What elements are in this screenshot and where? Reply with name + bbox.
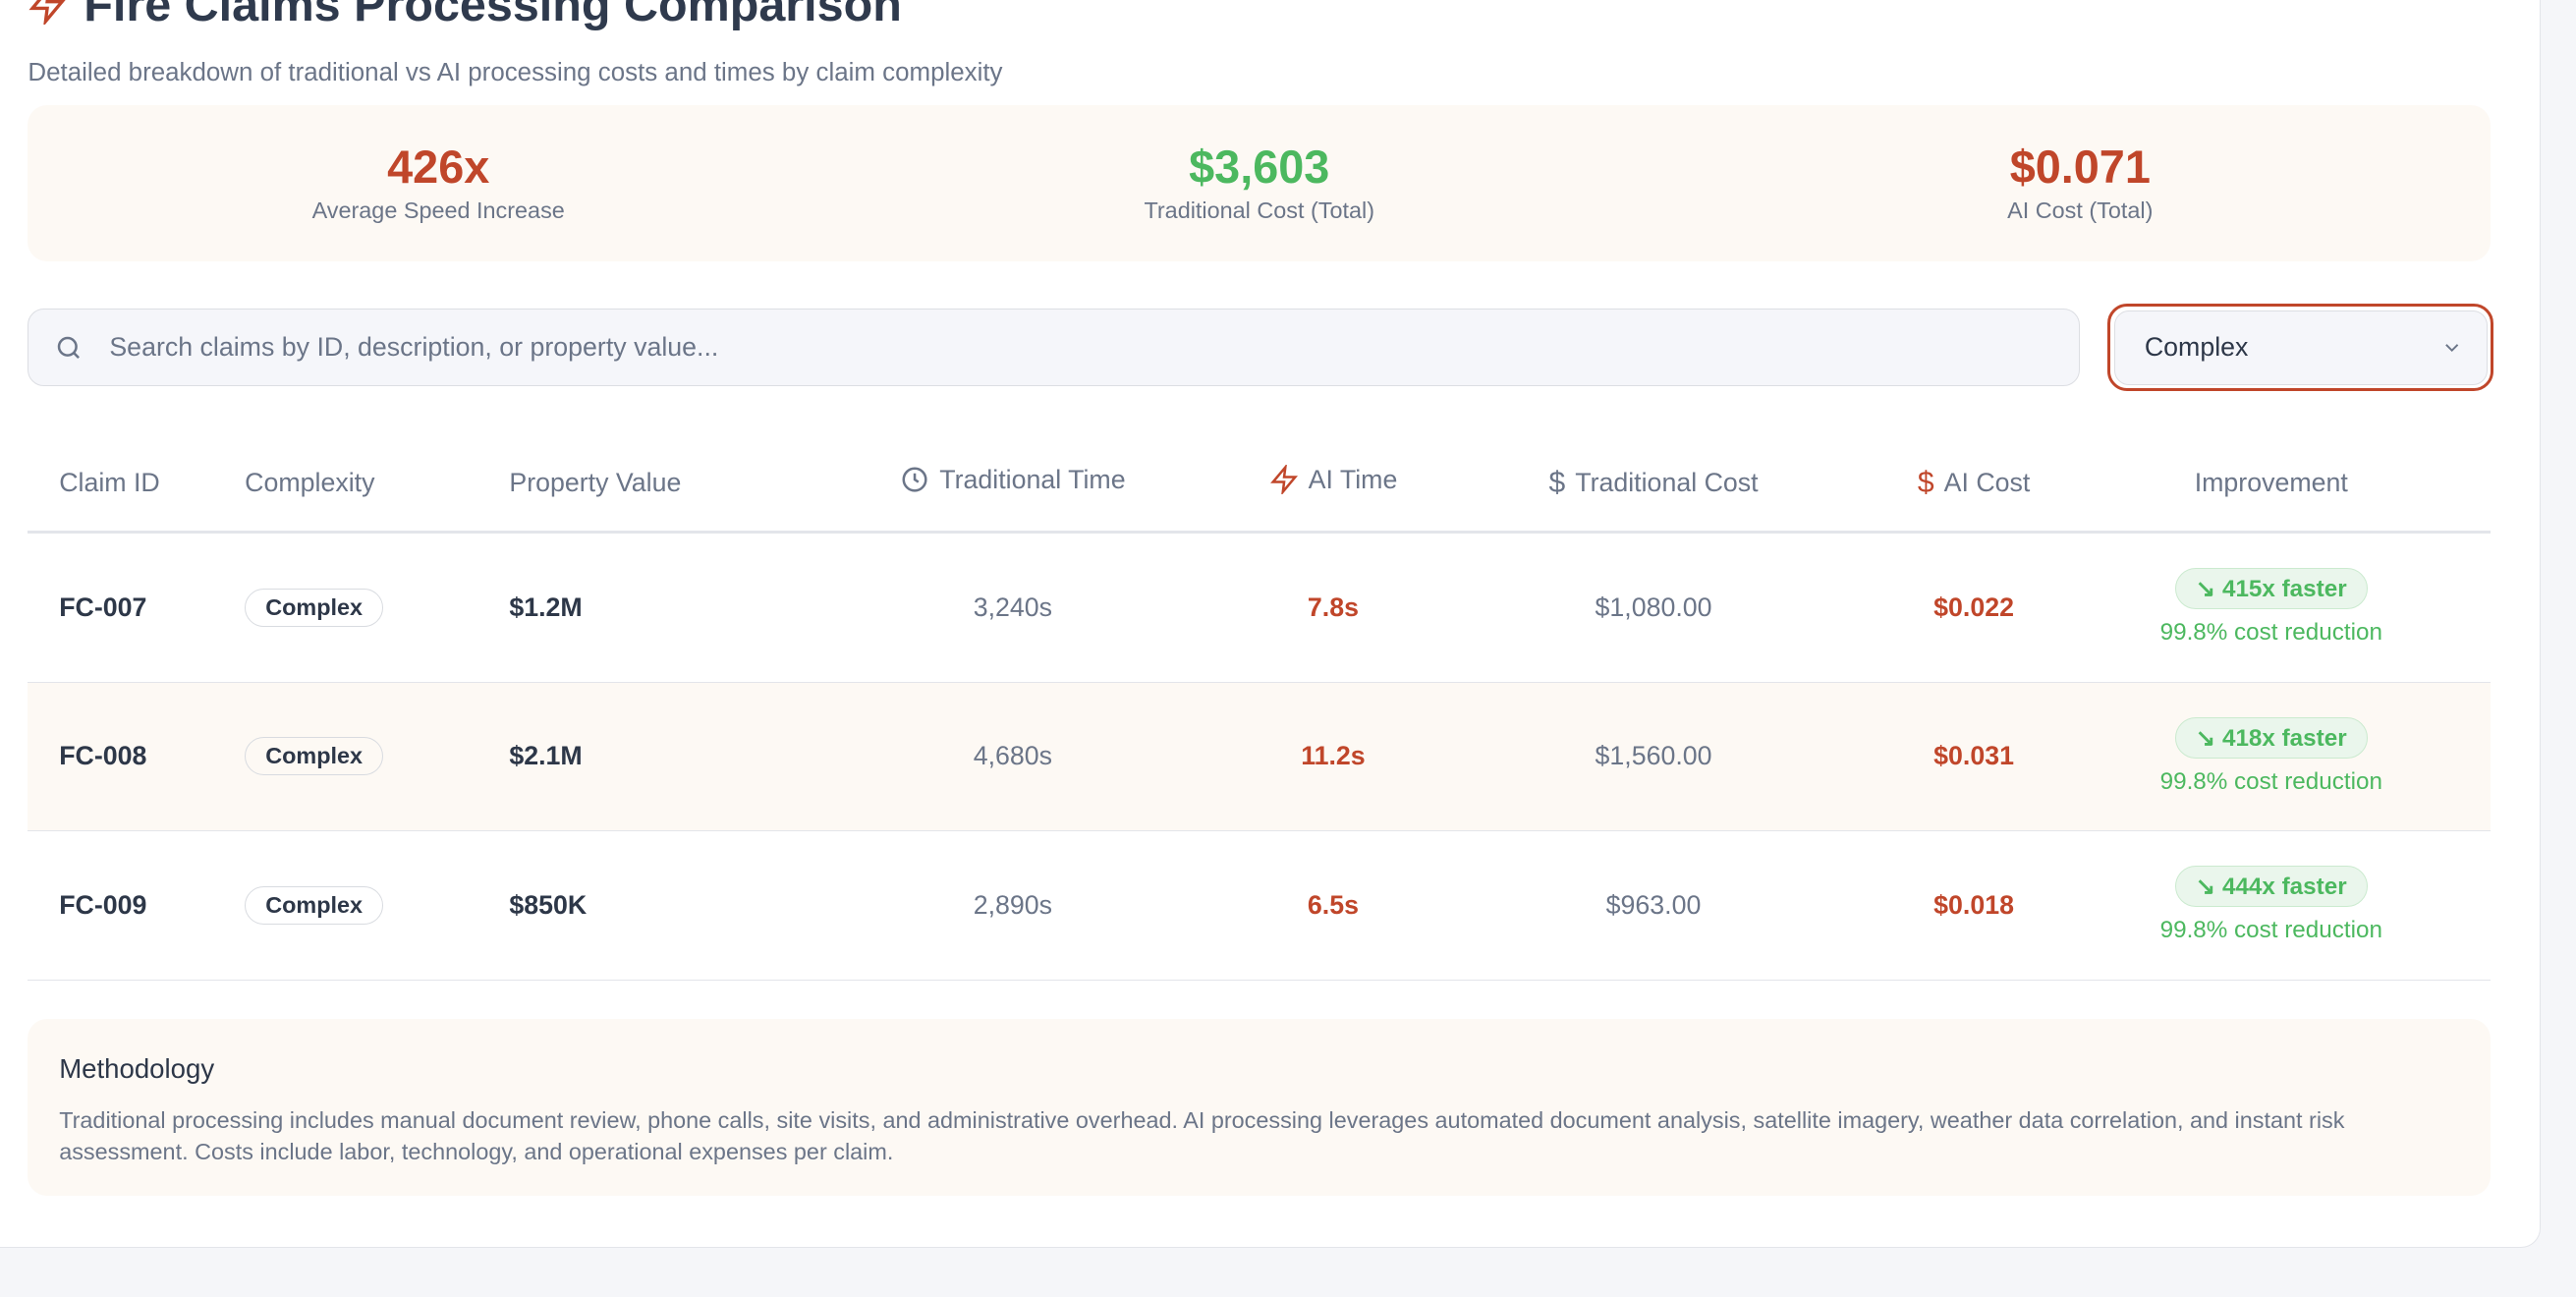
traditional-time: 2,890s: [770, 830, 1256, 981]
header-label: Traditional Time: [939, 464, 1126, 494]
col-ai-time[interactable]: AI Time: [1255, 435, 1412, 535]
speed-badge: ↘ 444x faster: [2174, 866, 2368, 908]
trending-icon: ↘: [2195, 724, 2222, 752]
stat-traditional-cost: $3,603 Traditional Cost (Total): [849, 105, 1670, 261]
table-row[interactable]: FC-009 Complex $850K 2,890s 6.5s $963.00…: [28, 830, 2492, 981]
methodology-text: Traditional processing includes manual d…: [59, 1107, 2345, 1165]
claims-table: Claim ID Complexity Property Value Tradi…: [28, 435, 2492, 981]
col-claim-id[interactable]: Claim ID: [28, 435, 244, 535]
search-box[interactable]: [28, 309, 2081, 387]
chevron-down-icon: [2445, 344, 2459, 352]
ai-time: 11.2s: [1255, 682, 1412, 832]
complexity-badge: Complex: [245, 737, 384, 776]
traditional-time: 3,240s: [770, 532, 1256, 683]
claim-id: FC-009: [28, 830, 244, 981]
lightning-icon: [1269, 465, 1298, 495]
complexity-cell: Complex: [243, 682, 508, 832]
property-value: $1.2M: [507, 532, 771, 683]
col-traditional-cost[interactable]: $ Traditional Cost: [1411, 435, 1896, 535]
traditional-cost: $1,080.00: [1411, 532, 1896, 683]
search-input[interactable]: [106, 330, 2080, 365]
page-subtitle: Detailed breakdown of traditional vs AI …: [28, 59, 1003, 87]
improvement-cell: ↘ 418x faster 99.8% cost reduction: [2051, 682, 2492, 832]
complexity-badge: Complex: [245, 588, 384, 627]
cost-reduction: 99.8% cost reduction: [2159, 767, 2382, 795]
table-row[interactable]: FC-007 Complex $1.2M 3,240s 7.8s $1,080.…: [28, 532, 2492, 683]
search-icon: [57, 336, 80, 359]
speed-text: 444x faster: [2221, 874, 2347, 901]
improvement-cell: ↘ 444x faster 99.8% cost reduction: [2051, 830, 2492, 981]
ai-cost: $0.018: [1895, 830, 2052, 981]
stat-label: Traditional Cost (Total): [1144, 197, 1375, 223]
complexity-cell: Complex: [243, 532, 508, 683]
ai-cost: $0.031: [1895, 682, 2052, 832]
cost-reduction: 99.8% cost reduction: [2159, 917, 2382, 944]
ai-cost: $0.022: [1895, 532, 2052, 683]
trending-icon: ↘: [2195, 874, 2222, 901]
speed-text: 415x faster: [2221, 576, 2347, 603]
col-traditional-time[interactable]: Traditional Time: [770, 435, 1256, 535]
page-title: Fire Claims Processing Comparison: [28, 0, 902, 32]
ai-time: 7.8s: [1255, 532, 1412, 683]
property-value: $850K: [507, 830, 771, 981]
summary-stats: 426x Average Speed Increase $3,603 Traditi…: [28, 105, 2492, 261]
stat-label: Average Speed Increase: [311, 197, 565, 223]
stat-label: AI Cost (Total): [2007, 197, 2154, 223]
header-label: AI Cost: [1943, 468, 2031, 498]
select-value: Complex: [2144, 332, 2249, 363]
property-value: $2.1M: [507, 682, 771, 832]
col-ai-cost[interactable]: $ AI Cost: [1895, 435, 2052, 535]
stat-ai-cost: $0.071 AI Cost (Total): [1670, 105, 2492, 261]
complexity-filter-select[interactable]: Complex: [2107, 304, 2494, 391]
col-complexity[interactable]: Complexity: [243, 435, 508, 535]
cost-reduction: 99.8% cost reduction: [2159, 619, 2382, 647]
table-row[interactable]: FC-008 Complex $2.1M 4,680s 11.2s $1,560…: [28, 682, 2492, 832]
col-improvement[interactable]: Improvement: [2051, 435, 2492, 535]
complexity-badge: Complex: [245, 885, 384, 925]
traditional-cost: $963.00: [1411, 830, 1896, 981]
header-label: Traditional Cost: [1575, 468, 1759, 498]
stat-value: $3,603: [1189, 141, 1330, 193]
claim-id: FC-008: [28, 682, 244, 832]
col-property-value[interactable]: Property Value: [507, 435, 771, 535]
speed-badge: ↘ 418x faster: [2174, 716, 2368, 759]
lightning-icon: [28, 0, 66, 25]
speed-badge: ↘ 415x faster: [2174, 568, 2368, 610]
methodology-title: Methodology: [59, 1052, 215, 1084]
title-text: Fire Claims Processing Comparison: [84, 0, 902, 31]
table-header: Claim ID Complexity Property Value Tradi…: [28, 435, 2492, 535]
dollar-icon: $: [1917, 466, 1934, 499]
trending-icon: ↘: [2195, 576, 2222, 603]
dollar-icon: $: [1548, 466, 1566, 499]
header-label: AI Time: [1308, 464, 1398, 494]
stat-speed: 426x Average Speed Increase: [28, 105, 849, 261]
stat-value: 426x: [387, 141, 490, 193]
speed-text: 418x faster: [2221, 724, 2347, 752]
clock-icon: [902, 467, 927, 492]
complexity-cell: Complex: [243, 830, 508, 981]
stat-value: $0.071: [2009, 141, 2151, 193]
methodology-box: Methodology Traditional processing inclu…: [28, 1018, 2492, 1197]
improvement-cell: ↘ 415x faster 99.8% cost reduction: [2051, 532, 2492, 683]
claim-id: FC-007: [28, 532, 244, 683]
traditional-time: 4,680s: [770, 682, 1256, 832]
ai-time: 6.5s: [1255, 830, 1412, 981]
traditional-cost: $1,560.00: [1411, 682, 1896, 832]
